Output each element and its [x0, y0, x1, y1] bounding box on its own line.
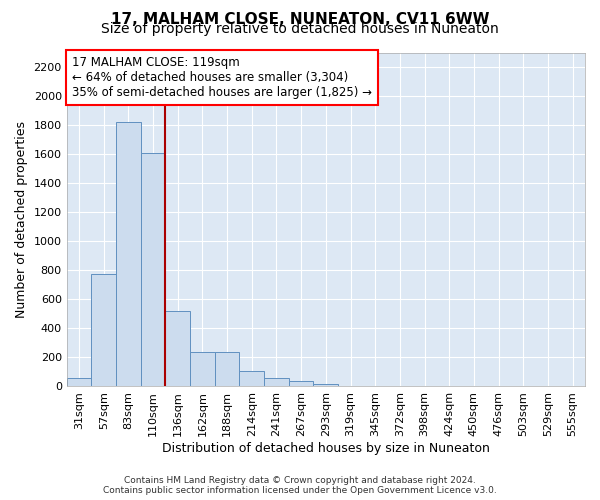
Bar	[67, 378, 91, 386]
Bar	[239, 371, 264, 386]
Bar	[166, 311, 190, 386]
Bar	[289, 381, 313, 386]
Text: Contains HM Land Registry data © Crown copyright and database right 2024.
Contai: Contains HM Land Registry data © Crown c…	[103, 476, 497, 495]
Y-axis label: Number of detached properties: Number of detached properties	[15, 121, 28, 318]
Bar	[141, 152, 166, 386]
Text: Size of property relative to detached houses in Nuneaton: Size of property relative to detached ho…	[101, 22, 499, 36]
Bar	[116, 122, 141, 386]
Bar	[190, 352, 215, 386]
Text: 17 MALHAM CLOSE: 119sqm
← 64% of detached houses are smaller (3,304)
35% of semi: 17 MALHAM CLOSE: 119sqm ← 64% of detache…	[72, 56, 372, 99]
Bar	[313, 384, 338, 386]
Bar	[215, 352, 239, 386]
X-axis label: Distribution of detached houses by size in Nuneaton: Distribution of detached houses by size …	[162, 442, 490, 455]
Bar	[91, 274, 116, 386]
Bar	[264, 378, 289, 386]
Text: 17, MALHAM CLOSE, NUNEATON, CV11 6WW: 17, MALHAM CLOSE, NUNEATON, CV11 6WW	[111, 12, 489, 28]
